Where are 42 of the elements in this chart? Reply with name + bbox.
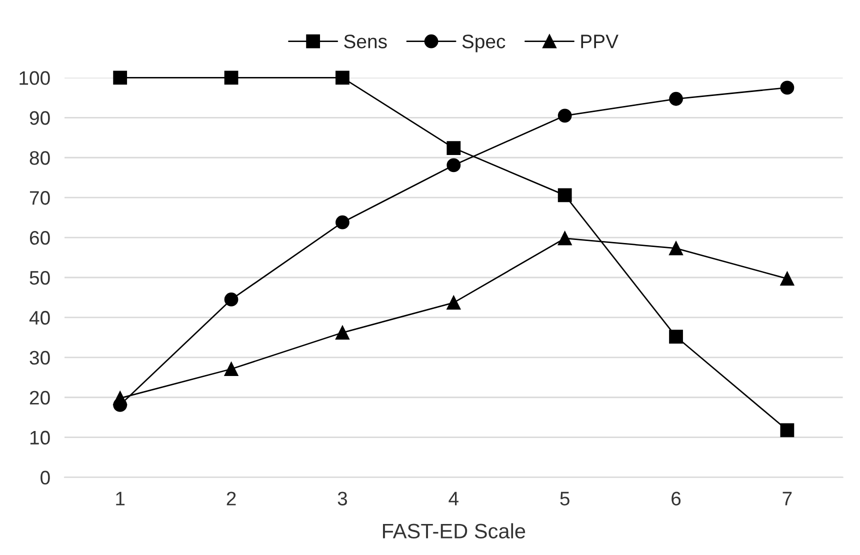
point [558, 231, 572, 246]
legend-label: Spec [462, 34, 506, 52]
y-tick-label: 60 [30, 231, 50, 245]
point [558, 108, 572, 123]
y-tick-label: 0 [40, 470, 50, 485]
legend-label: PPV [581, 34, 618, 48]
point [669, 92, 683, 106]
point [780, 272, 794, 286]
point [336, 326, 350, 340]
point [224, 70, 238, 85]
point [669, 241, 683, 256]
y-tick-label: 100 [20, 71, 50, 85]
x-tick-label: 5 [560, 492, 570, 506]
y-tick-label: 50 [30, 270, 50, 285]
y-tick-label: 30 [30, 350, 50, 365]
point [558, 188, 572, 202]
x-tick-label: 7 [782, 492, 792, 506]
y-tick-label: 70 [30, 191, 50, 205]
point [113, 391, 128, 406]
point [336, 70, 350, 85]
x-tick-label: 3 [338, 492, 348, 506]
x-tick-label: 6 [672, 492, 681, 506]
x-tick-label: 4 [448, 492, 458, 506]
point [336, 215, 350, 230]
x-axis-title: FAST-ED Scale [382, 523, 526, 539]
y-tick-label: 90 [30, 111, 50, 125]
point [780, 423, 794, 438]
y-tick-label: 40 [29, 310, 50, 325]
legend-label: Sens [344, 34, 387, 48]
x-tick-label: 1 [116, 492, 125, 506]
y-tick-label: 10 [30, 430, 50, 445]
point [446, 141, 461, 155]
point [446, 158, 461, 172]
point [446, 296, 461, 310]
point [113, 70, 128, 85]
point [224, 362, 238, 376]
x-tick-label: 2 [226, 492, 236, 506]
y-tick-label: 20 [30, 390, 50, 405]
y-tick-label: 80 [30, 151, 50, 165]
point [669, 330, 683, 344]
point [780, 80, 794, 95]
point [224, 292, 238, 306]
